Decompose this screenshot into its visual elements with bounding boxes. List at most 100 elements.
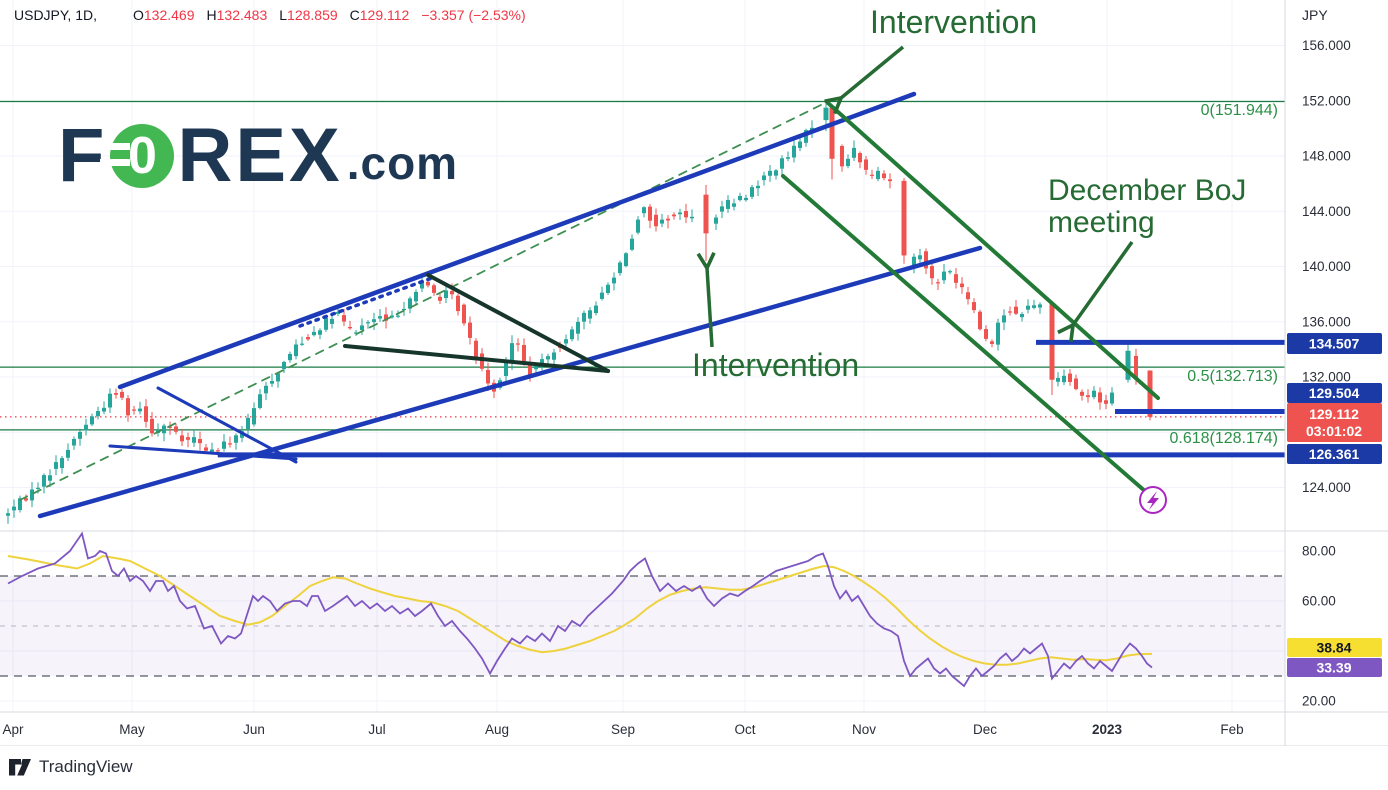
candle-body[interactable]	[1056, 377, 1060, 382]
candle-body[interactable]	[684, 211, 688, 218]
candle-body[interactable]	[300, 343, 304, 345]
candle[interactable]	[582, 310, 586, 330]
candle[interactable]	[774, 169, 778, 180]
candle[interactable]	[270, 373, 274, 388]
candle[interactable]	[744, 194, 748, 202]
candle-body[interactable]	[792, 145, 796, 158]
candle-body[interactable]	[984, 329, 988, 339]
candle[interactable]	[792, 139, 796, 163]
candle[interactable]	[870, 169, 874, 179]
candle-body[interactable]	[264, 385, 268, 394]
candle[interactable]	[192, 429, 196, 448]
candle-body[interactable]	[72, 438, 76, 446]
candle[interactable]	[1032, 299, 1036, 310]
candle[interactable]	[162, 423, 166, 442]
candle[interactable]	[282, 360, 286, 374]
candle[interactable]	[48, 469, 52, 487]
candle-body[interactable]	[823, 107, 829, 121]
candle[interactable]	[390, 310, 394, 319]
candle[interactable]	[1125, 341, 1131, 383]
candle-body[interactable]	[660, 219, 664, 224]
candle[interactable]	[18, 495, 22, 513]
candle-body[interactable]	[432, 285, 436, 293]
candle-body[interactable]	[846, 158, 850, 167]
candle[interactable]	[1020, 312, 1024, 322]
candle[interactable]	[186, 432, 190, 448]
candle[interactable]	[954, 267, 958, 289]
candle[interactable]	[978, 309, 982, 331]
candle[interactable]	[132, 405, 136, 415]
candle-body[interactable]	[252, 408, 256, 425]
candle-body[interactable]	[648, 206, 652, 221]
candle-body[interactable]	[528, 364, 532, 375]
candle-body[interactable]	[1032, 305, 1036, 308]
candle[interactable]	[30, 481, 34, 508]
candle-body[interactable]	[1020, 313, 1024, 318]
candle-body[interactable]	[720, 206, 724, 212]
candle[interactable]	[714, 214, 718, 231]
candle[interactable]	[1008, 306, 1012, 316]
candle[interactable]	[246, 413, 250, 437]
candle-body[interactable]	[996, 322, 1000, 345]
candle-body[interactable]	[132, 409, 136, 411]
candle[interactable]	[858, 151, 862, 169]
candle-body[interactable]	[258, 394, 262, 408]
candle-body[interactable]	[96, 411, 100, 417]
rsi-ma-line[interactable]	[7, 554, 1153, 666]
candle-body[interactable]	[48, 475, 52, 481]
rsi-line[interactable]	[7, 531, 1153, 688]
candle-body[interactable]	[162, 425, 166, 434]
candle-body[interactable]	[1062, 375, 1066, 383]
candle[interactable]	[1110, 387, 1114, 406]
candle-body[interactable]	[978, 311, 982, 330]
candle-body[interactable]	[468, 322, 472, 338]
candle-body[interactable]	[282, 361, 286, 370]
candle-body[interactable]	[546, 356, 550, 360]
candle-body[interactable]	[774, 170, 778, 176]
candle[interactable]	[114, 388, 118, 399]
candle[interactable]	[570, 326, 574, 342]
candle-body[interactable]	[1086, 395, 1090, 398]
tradingview-brand[interactable]: TradingView	[39, 757, 133, 776]
candle[interactable]	[703, 185, 709, 261]
candle-body[interactable]	[174, 426, 178, 432]
candle[interactable]	[901, 178, 907, 264]
candle[interactable]	[126, 395, 130, 422]
candle[interactable]	[318, 328, 322, 340]
candle[interactable]	[1026, 299, 1030, 314]
candle-body[interactable]	[768, 170, 772, 176]
candle[interactable]	[726, 195, 730, 213]
candle-body[interactable]	[588, 310, 592, 319]
candle[interactable]	[228, 436, 232, 448]
tradingview-logo-icon[interactable]	[8, 757, 32, 777]
candle[interactable]	[654, 208, 658, 232]
candle-body[interactable]	[534, 364, 538, 370]
candle-body[interactable]	[516, 343, 520, 345]
candle-body[interactable]	[318, 330, 322, 335]
candle-body[interactable]	[360, 325, 364, 331]
candle-body[interactable]	[672, 214, 676, 217]
candle-body[interactable]	[66, 449, 70, 458]
candle-body[interactable]	[198, 439, 202, 444]
candle-body[interactable]	[84, 424, 88, 431]
candle[interactable]	[90, 413, 94, 427]
candle[interactable]	[456, 293, 460, 316]
candle-body[interactable]	[858, 153, 862, 163]
candle-body[interactable]	[901, 180, 907, 256]
candle[interactable]	[1002, 309, 1006, 331]
candle-body[interactable]	[606, 284, 610, 294]
candle-body[interactable]	[600, 292, 604, 299]
candle[interactable]	[684, 203, 688, 224]
candle[interactable]	[348, 320, 352, 330]
candle[interactable]	[180, 428, 184, 446]
candle[interactable]	[840, 144, 844, 172]
candle-body[interactable]	[456, 295, 460, 312]
candle-body[interactable]	[829, 107, 835, 159]
candle-body[interactable]	[840, 145, 844, 167]
candle-body[interactable]	[510, 343, 514, 363]
candle[interactable]	[444, 285, 448, 304]
candle-body[interactable]	[1134, 355, 1138, 378]
candle-body[interactable]	[762, 175, 766, 181]
candle[interactable]	[798, 137, 802, 152]
candle-body[interactable]	[420, 282, 424, 289]
